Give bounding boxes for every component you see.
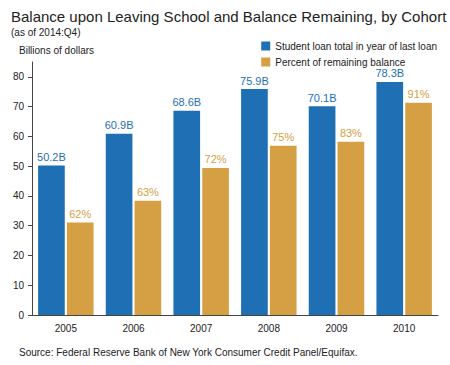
svg-text:83%: 83% [340, 127, 362, 139]
svg-text:62%: 62% [69, 208, 91, 220]
svg-text:60: 60 [13, 131, 25, 142]
svg-text:Student loan total in year of: Student loan total in year of last loan [275, 41, 437, 52]
svg-text:75%: 75% [272, 131, 294, 143]
svg-text:(as of 2014:Q4): (as of 2014:Q4) [11, 27, 80, 38]
svg-text:2010: 2010 [393, 323, 416, 334]
svg-text:50: 50 [13, 161, 25, 172]
svg-text:80: 80 [13, 71, 25, 82]
svg-text:30: 30 [13, 220, 25, 231]
svg-text:0: 0 [18, 310, 24, 321]
svg-text:70: 70 [13, 101, 25, 112]
svg-text:72%: 72% [205, 153, 227, 165]
svg-text:70.1B: 70.1B [308, 92, 337, 104]
svg-text:Percent of remaining balance: Percent of remaining balance [275, 57, 406, 68]
svg-text:Source: Federal Reserve Bank o: Source: Federal Reserve Bank of New York… [19, 347, 358, 358]
svg-text:78.3B: 78.3B [375, 67, 404, 79]
svg-text:91%: 91% [408, 88, 430, 100]
svg-text:20: 20 [13, 250, 25, 261]
svg-text:60.9B: 60.9B [105, 119, 134, 131]
svg-text:50.2B: 50.2B [37, 151, 66, 163]
svg-text:2005: 2005 [55, 323, 78, 334]
svg-text:2008: 2008 [258, 323, 281, 334]
svg-text:63%: 63% [137, 186, 159, 198]
svg-text:Balance upon Leaving School an: Balance upon Leaving School and Balance … [11, 8, 447, 25]
svg-text:40: 40 [13, 190, 25, 201]
svg-text:Billions of dollars: Billions of dollars [19, 45, 94, 56]
svg-text:2009: 2009 [325, 323, 348, 334]
svg-text:68.6B: 68.6B [172, 96, 201, 108]
svg-text:75.9B: 75.9B [240, 75, 269, 87]
svg-text:10: 10 [13, 280, 25, 291]
svg-text:2006: 2006 [122, 323, 145, 334]
svg-text:2007: 2007 [190, 323, 213, 334]
